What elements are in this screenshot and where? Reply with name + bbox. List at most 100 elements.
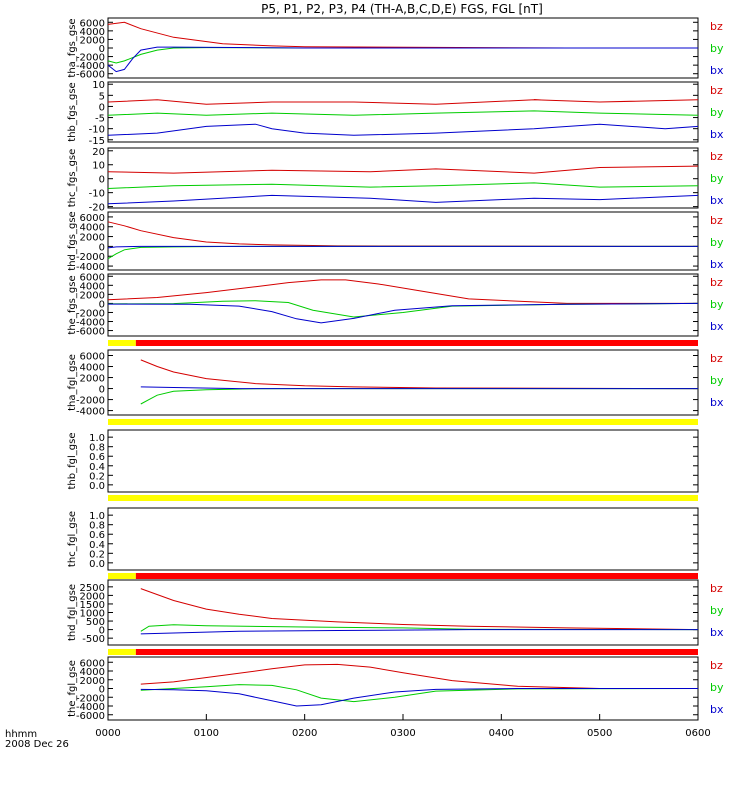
series-line-bz: [107, 99, 699, 105]
series-line-bz: [140, 588, 699, 631]
ytick-label: -2000: [76, 693, 105, 704]
panel-frame: [107, 429, 699, 493]
ytick-label: 0.6: [89, 452, 105, 463]
panel-frame: [107, 507, 699, 571]
legend-by: by: [710, 298, 724, 311]
panel-frame: [107, 211, 699, 271]
xtick-label: 0400: [489, 728, 514, 739]
ytick-label: -5: [95, 114, 105, 125]
series-line-bx: [107, 123, 699, 136]
panel-frame: [107, 349, 699, 416]
ytick-label: -2000: [76, 396, 105, 407]
panel-ylabel: thb_fgl_gse: [67, 433, 78, 490]
time-axis: 0000 0100 0200 0300 0400 0500 0600: [95, 714, 711, 739]
legend-by: by: [710, 106, 724, 119]
ytick-label: 0.4: [89, 540, 105, 551]
series-line-by: [140, 624, 699, 632]
ytick-label: 0.0: [89, 481, 105, 492]
legend-bx: bx: [710, 258, 724, 271]
ytick-label: 2500: [80, 583, 105, 594]
flag-segment-yellow: [108, 495, 698, 501]
xtick-label: 0300: [390, 728, 415, 739]
ytick-label: 6000: [80, 272, 105, 283]
legend-bx: bx: [710, 396, 724, 409]
series-line-by: [107, 110, 699, 116]
ytick-label: 0.8: [89, 443, 105, 454]
legend-bz: bz: [710, 20, 723, 33]
ytick-label: 2000: [80, 35, 105, 46]
panel-ylabel: thd_fgl_gse: [67, 584, 78, 641]
legend-bx: bx: [710, 64, 724, 77]
series-line-by: [107, 245, 698, 260]
flag-segment-red: [135, 649, 699, 655]
ytick-label: 2000: [80, 290, 105, 301]
panel-frame: [107, 579, 699, 646]
series-line-bz: [107, 21, 698, 49]
ytick-label: 0.6: [89, 530, 105, 541]
ytick-label: 1000: [80, 609, 105, 620]
ytick-label: -10: [89, 189, 105, 200]
ytick-label: -4000: [76, 407, 105, 418]
ytick-label: 6000: [80, 352, 105, 363]
panel-ylabel: the_fgl_gse: [67, 660, 78, 717]
panel-frame: [107, 273, 699, 337]
panel-ylabel: thc_fgs_gse: [67, 149, 78, 208]
series-line-bx: [107, 46, 698, 73]
legend-bx: bx: [710, 626, 724, 639]
ytick-label: 500: [86, 617, 105, 628]
panel-ylabel: thd_fgs_gse: [67, 211, 78, 270]
ytick-label: 0: [99, 385, 105, 396]
ytick-label: 6000: [80, 18, 105, 29]
xtick-label: 0100: [194, 728, 219, 739]
series-line-by: [140, 388, 698, 405]
flag-segment-red: [135, 573, 699, 579]
legend-by: by: [710, 604, 724, 617]
panel-frame: [107, 81, 699, 143]
ytick-label: -4000: [76, 61, 105, 72]
ytick-label: 4000: [80, 27, 105, 38]
ytick-label: -2000: [76, 252, 105, 263]
series-line-bx: [140, 386, 698, 390]
ytick-label: 0: [99, 102, 105, 113]
ytick-label: 10: [92, 80, 105, 91]
ytick-label: -2000: [76, 308, 105, 319]
ytick-label: -4000: [76, 702, 105, 713]
ytick-label: 10: [92, 161, 105, 172]
ytick-label: 5: [99, 91, 105, 102]
ytick-label: 0: [99, 175, 105, 186]
ytick-label: -4000: [76, 318, 105, 329]
ytick-label: 0: [99, 242, 105, 253]
legend-bz: bz: [710, 150, 723, 163]
ytick-label: -15: [89, 136, 105, 147]
xtick-label: 0200: [292, 728, 317, 739]
panel-6: 1.00.80.60.40.20.0 thb_fgl_gse: [67, 429, 699, 493]
ytick-label: 2000: [80, 233, 105, 244]
ytick-label: 1.0: [89, 511, 105, 522]
series-line-bx: [140, 629, 698, 635]
ytick-label: -4000: [76, 262, 105, 273]
ytick-label: 4000: [80, 363, 105, 374]
ytick-label: -2000: [76, 53, 105, 64]
panel-ylabel: thb_fgs_gse: [67, 82, 78, 141]
flag-bars-group: [108, 340, 699, 655]
flag-segment-yellow: [108, 340, 136, 346]
series-line-bx: [140, 688, 698, 707]
ytick-label: 4000: [80, 667, 105, 678]
series-line-bz: [107, 279, 698, 304]
series-line-bz: [140, 359, 699, 390]
ytick-label: 0.0: [89, 559, 105, 570]
panel-ylabel: tha_fgs_gse: [67, 18, 78, 77]
ytick-label: 4000: [80, 223, 105, 234]
series-line-bz: [107, 221, 699, 247]
legend-bx: bx: [710, 194, 724, 207]
legend-bz: bz: [710, 582, 723, 595]
legend-bx: bx: [710, 320, 724, 333]
panel-2: 20 10 0 -10 -20 thc_fgs_gse bz by bx: [67, 147, 724, 214]
legend-by: by: [710, 236, 724, 249]
